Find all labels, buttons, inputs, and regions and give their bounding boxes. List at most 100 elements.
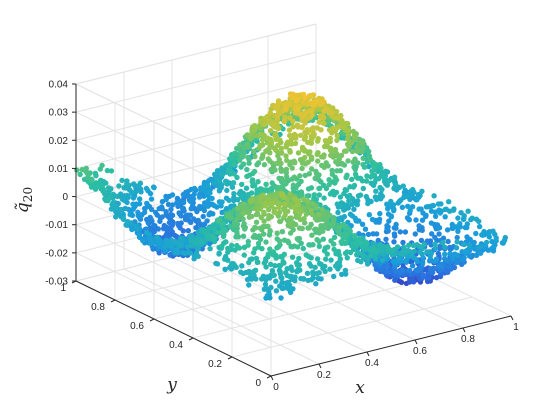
data-point xyxy=(383,268,390,275)
data-point xyxy=(374,231,380,237)
svg-text:q̃20: q̃20 xyxy=(13,187,35,213)
data-point xyxy=(144,229,150,235)
data-point xyxy=(275,200,282,206)
data-point xyxy=(323,256,329,262)
data-point xyxy=(224,187,230,194)
data-point xyxy=(262,203,268,209)
data-point xyxy=(259,137,266,143)
data-point xyxy=(343,174,349,181)
data-point xyxy=(283,270,289,276)
data-point xyxy=(85,171,92,178)
data-point xyxy=(377,210,383,217)
data-point xyxy=(119,177,125,184)
data-point xyxy=(428,203,434,209)
data-point xyxy=(409,204,416,210)
data-point xyxy=(284,157,290,164)
data-point xyxy=(254,259,261,266)
data-point xyxy=(273,255,279,261)
data-point xyxy=(278,168,285,174)
data-point xyxy=(493,238,499,244)
data-point xyxy=(462,248,469,255)
data-point xyxy=(239,263,245,269)
data-point xyxy=(326,213,332,219)
data-point xyxy=(345,127,351,133)
data-point xyxy=(257,142,263,148)
data-point xyxy=(168,206,174,213)
z-tick-label: -0.03 xyxy=(45,277,68,288)
data-point xyxy=(397,278,403,285)
data-point xyxy=(174,234,180,240)
data-point xyxy=(461,215,467,221)
data-point xyxy=(268,188,275,194)
data-point xyxy=(255,179,261,185)
data-point xyxy=(432,265,439,272)
data-point xyxy=(331,246,337,253)
data-point xyxy=(299,225,305,232)
data-point xyxy=(232,247,238,253)
data-point xyxy=(283,153,289,159)
data-point xyxy=(364,261,371,267)
data-point xyxy=(287,149,293,155)
data-point xyxy=(461,241,467,247)
data-point xyxy=(148,216,154,222)
data-point xyxy=(309,102,315,108)
data-point xyxy=(223,239,229,245)
data-point xyxy=(310,270,317,277)
data-point xyxy=(432,241,438,247)
data-point xyxy=(445,269,451,275)
data-point xyxy=(392,181,399,188)
data-point xyxy=(386,218,392,224)
data-point xyxy=(234,216,240,223)
data-point xyxy=(257,206,263,212)
data-point xyxy=(130,201,136,207)
y-tick-label: 0.2 xyxy=(208,359,222,370)
data-point xyxy=(289,267,295,273)
data-point xyxy=(239,194,245,200)
data-point xyxy=(236,245,243,251)
data-point xyxy=(252,182,258,188)
data-point xyxy=(219,199,225,205)
data-point xyxy=(366,212,372,218)
data-point xyxy=(285,208,291,214)
data-point xyxy=(330,154,336,160)
data-points xyxy=(74,91,508,301)
data-point xyxy=(266,291,272,298)
data-point xyxy=(222,266,228,272)
data-point xyxy=(477,250,484,256)
data-point xyxy=(322,268,328,275)
data-point xyxy=(258,200,264,206)
data-point xyxy=(423,213,429,220)
data-point xyxy=(278,139,284,146)
data-point xyxy=(240,153,246,159)
y-tick-mark xyxy=(227,356,233,360)
data-point xyxy=(134,226,140,232)
data-point xyxy=(351,206,357,212)
data-point xyxy=(327,135,333,142)
data-point xyxy=(290,124,296,130)
data-point xyxy=(262,281,269,287)
data-point xyxy=(326,181,332,188)
data-point xyxy=(267,110,273,116)
data-point xyxy=(276,204,282,211)
data-point xyxy=(267,150,273,156)
data-point xyxy=(306,253,312,260)
data-point xyxy=(223,163,229,169)
data-point xyxy=(301,216,307,222)
data-point xyxy=(384,182,390,188)
data-point xyxy=(110,195,116,201)
data-point xyxy=(358,259,364,265)
data-point xyxy=(210,211,216,217)
data-point xyxy=(214,175,220,181)
data-point xyxy=(263,181,269,187)
data-point xyxy=(251,148,257,154)
data-point xyxy=(398,197,404,203)
data-point xyxy=(316,243,322,249)
data-point xyxy=(407,267,413,274)
data-point xyxy=(268,261,274,268)
data-point xyxy=(307,149,313,155)
data-point xyxy=(408,251,415,257)
data-point xyxy=(249,197,255,204)
data-point xyxy=(321,195,327,201)
x-tick-label: 0 xyxy=(273,382,279,393)
data-point xyxy=(330,220,336,227)
